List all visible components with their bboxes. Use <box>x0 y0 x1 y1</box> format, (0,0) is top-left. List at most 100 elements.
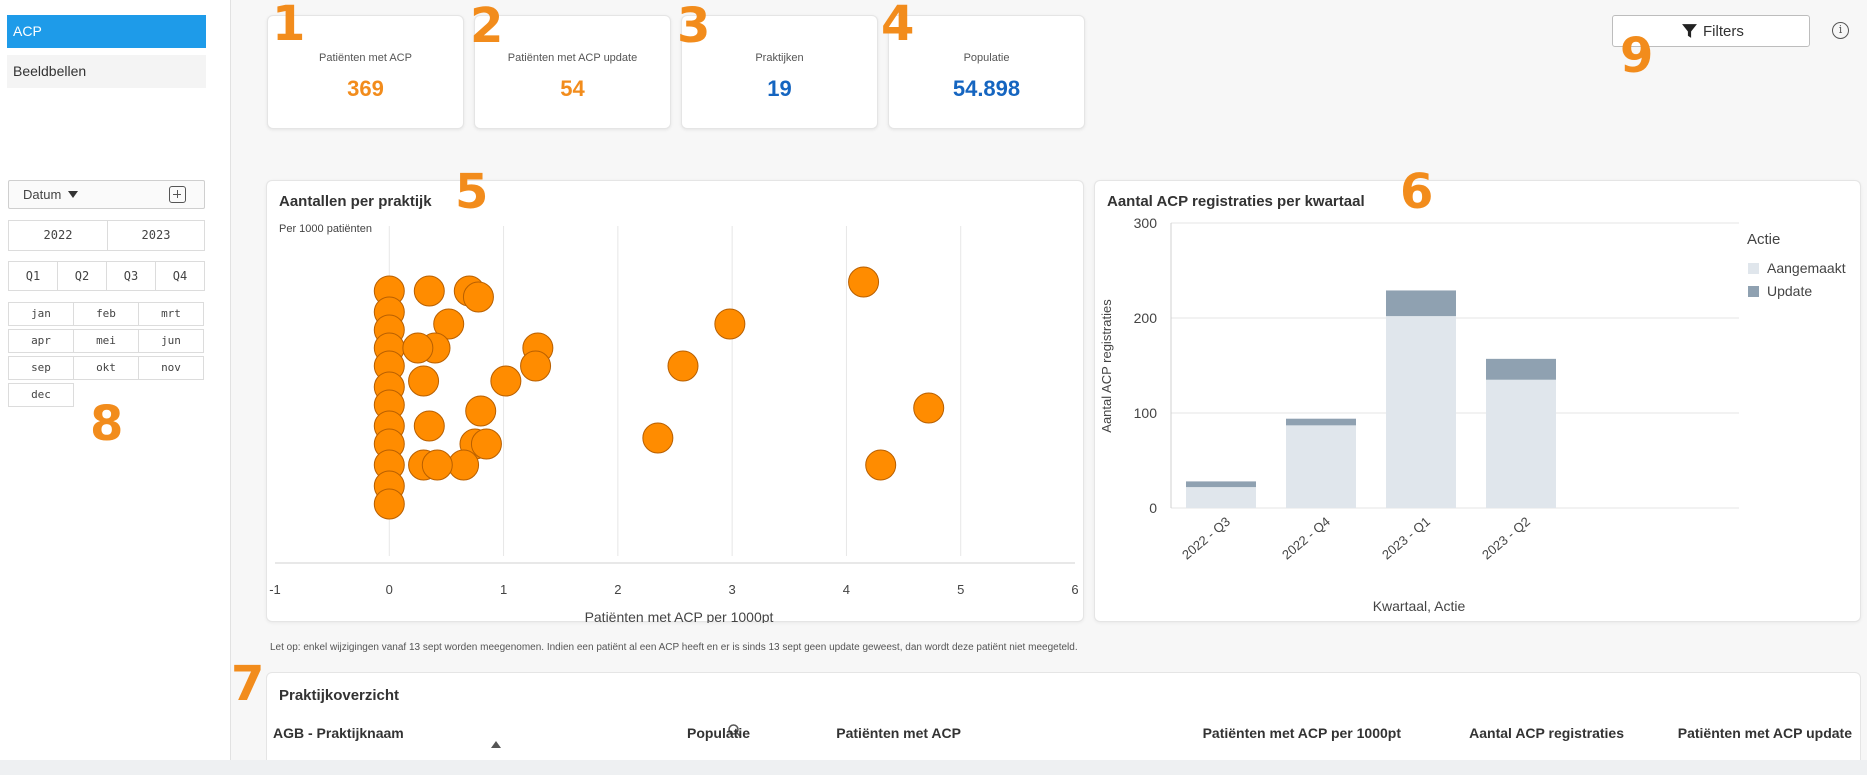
bar-segment-update <box>1486 358 1556 380</box>
scatter-point <box>465 395 497 427</box>
x-tick-label: 1 <box>500 582 507 597</box>
scatter-point <box>667 350 699 382</box>
legend-title: Actie <box>1747 231 1780 248</box>
search-icon[interactable] <box>727 723 743 739</box>
y-tick-label: 300 <box>1134 215 1158 231</box>
month-okt[interactable]: okt <box>73 356 139 380</box>
kpi-value: 54.898 <box>952 76 1021 101</box>
legend-swatch <box>1748 286 1759 297</box>
scatter-point <box>714 308 746 340</box>
annotation-number: 8 <box>90 396 124 452</box>
scatter-point <box>848 266 880 298</box>
kpi-card-patienten-acp: Patiënten met ACP 369 <box>267 15 464 129</box>
disclaimer-note: Let op: enkel wijzigingen vanaf 13 sept … <box>270 642 1078 653</box>
column-header-acp-update[interactable]: Patiënten met ACP update <box>1677 725 1852 741</box>
caret-down-icon[interactable] <box>68 191 79 198</box>
y-tick-label: 200 <box>1134 310 1158 326</box>
scatter-point <box>642 422 674 454</box>
bar-chart-title: Aantal ACP registraties per kwartaal <box>1107 193 1365 210</box>
annotation-number: 4 <box>881 0 915 52</box>
scatter-point <box>373 488 405 520</box>
scatter-point <box>413 275 445 307</box>
column-header-patienten-met-acp[interactable]: Patiënten met ACP <box>836 725 961 741</box>
date-filter-header[interactable]: Datum <box>8 180 205 209</box>
filters-button[interactable]: Filters <box>1612 15 1810 47</box>
column-header-populatie[interactable]: Populatie <box>686 725 750 741</box>
praktijkoverzicht-table: Praktijkoverzicht AGB - Praktijknaam Pop… <box>266 672 1861 775</box>
column-header-acp-per-1000pt[interactable]: Patiënten met ACP per 1000pt <box>1202 725 1401 741</box>
kpi-card-acp-update: Patiënten met ACP update 54 <box>474 15 671 129</box>
bar-segment-aangemaakt <box>1286 425 1356 508</box>
month-sep[interactable]: sep <box>8 356 74 380</box>
scatter-point <box>448 449 480 481</box>
month-dec[interactable]: dec <box>8 383 74 407</box>
month-nov[interactable]: nov <box>138 356 204 380</box>
bar-chart: 0 100 200 300 2022 - Q3 2022 - Q4 2023 - Q1 202… <box>1099 215 1846 614</box>
scatter-point <box>913 392 945 424</box>
annotation-number: 2 <box>470 0 504 54</box>
kpi-value: 19 <box>767 76 792 101</box>
quarter-q4[interactable]: Q4 <box>155 261 205 291</box>
column-header-agb-praktijknaam[interactable]: AGB - Praktijknaam <box>273 725 404 741</box>
bar-segment-update <box>1186 481 1256 488</box>
x-tick-label: 2022 - Q3 <box>1179 514 1233 563</box>
quarter-q1[interactable]: Q1 <box>8 261 58 291</box>
scatter-point <box>421 449 453 481</box>
bar-segment-aangemaakt <box>1486 379 1556 508</box>
bar-segment-aangemaakt <box>1386 316 1456 508</box>
column-header-aantal-registraties[interactable]: Aantal ACP registraties <box>1469 725 1624 741</box>
info-icon[interactable]: i <box>1832 22 1849 39</box>
filter-icon <box>1682 24 1697 38</box>
x-tick-label: 0 <box>386 582 393 597</box>
bottom-scroll-strip <box>0 760 1867 775</box>
legend-swatch <box>1748 263 1759 274</box>
sidebar: ACP Beeldbellen Datum 2022 2023 Q1 Q2 Q3… <box>0 0 231 775</box>
x-tick-label: 2 <box>614 582 621 597</box>
scatter-point <box>520 350 552 382</box>
x-tick-label: 2023 - Q2 <box>1479 514 1533 563</box>
annotation-number: 6 <box>1400 164 1434 220</box>
kpi-value: 369 <box>347 76 384 101</box>
annotation-number: 9 <box>1620 28 1654 84</box>
quarter-q2[interactable]: Q2 <box>57 261 107 291</box>
year-2023[interactable]: 2023 <box>107 220 205 251</box>
scatter-point <box>402 332 434 364</box>
scatter-point <box>865 449 897 481</box>
table-title: Praktijkoverzicht <box>279 687 400 704</box>
date-filter-label: Datum <box>23 187 62 202</box>
add-filter-icon[interactable] <box>169 186 186 203</box>
x-tick-label: 3 <box>729 582 736 597</box>
month-feb[interactable]: feb <box>73 302 139 326</box>
quarter-q3[interactable]: Q3 <box>106 261 156 291</box>
month-jan[interactable]: jan <box>8 302 74 326</box>
x-tick-label: 2022 - Q4 <box>1279 514 1333 563</box>
kpi-label: Populatie <box>963 52 1010 64</box>
month-apr[interactable]: apr <box>8 329 74 353</box>
scatter-title: Aantallen per praktijk <box>279 193 432 210</box>
nav-item-acp[interactable]: ACP <box>7 15 206 48</box>
kpi-card-praktijken: Praktijken 19 <box>681 15 878 129</box>
x-axis-label: Kwartaal, Actie <box>1373 598 1466 614</box>
month-mei[interactable]: mei <box>73 329 139 353</box>
bar-segment-update <box>1386 290 1456 317</box>
kpi-card-populatie: Populatie 54.898 <box>888 15 1085 129</box>
bar-segment-update <box>1286 418 1356 426</box>
annotation-number: 5 <box>455 164 489 220</box>
kpi-label: Patiënten met ACP <box>319 52 412 64</box>
y-axis-label: Aantal ACP registraties <box>1099 299 1114 433</box>
x-axis-label: Patiënten met ACP per 1000pt <box>585 609 774 623</box>
x-tick-label: 6 <box>1071 582 1078 597</box>
kpi-label: Patiënten met ACP update <box>507 52 638 64</box>
filters-label: Filters <box>1703 23 1744 40</box>
legend-entry: Update <box>1767 283 1812 299</box>
month-mrt[interactable]: mrt <box>138 302 204 326</box>
month-jun[interactable]: jun <box>138 329 204 353</box>
x-tick-label: 4 <box>843 582 850 597</box>
x-tick-label: 2023 - Q1 <box>1379 514 1433 563</box>
annotation-number: 7 <box>231 656 265 712</box>
scatter-subtitle: Per 1000 patiënten <box>279 223 372 235</box>
scatter-point <box>470 428 502 460</box>
year-2022[interactable]: 2022 <box>8 220 108 251</box>
sort-ascending-icon[interactable] <box>491 741 501 748</box>
nav-item-beeldbellen[interactable]: Beeldbellen <box>7 55 206 88</box>
